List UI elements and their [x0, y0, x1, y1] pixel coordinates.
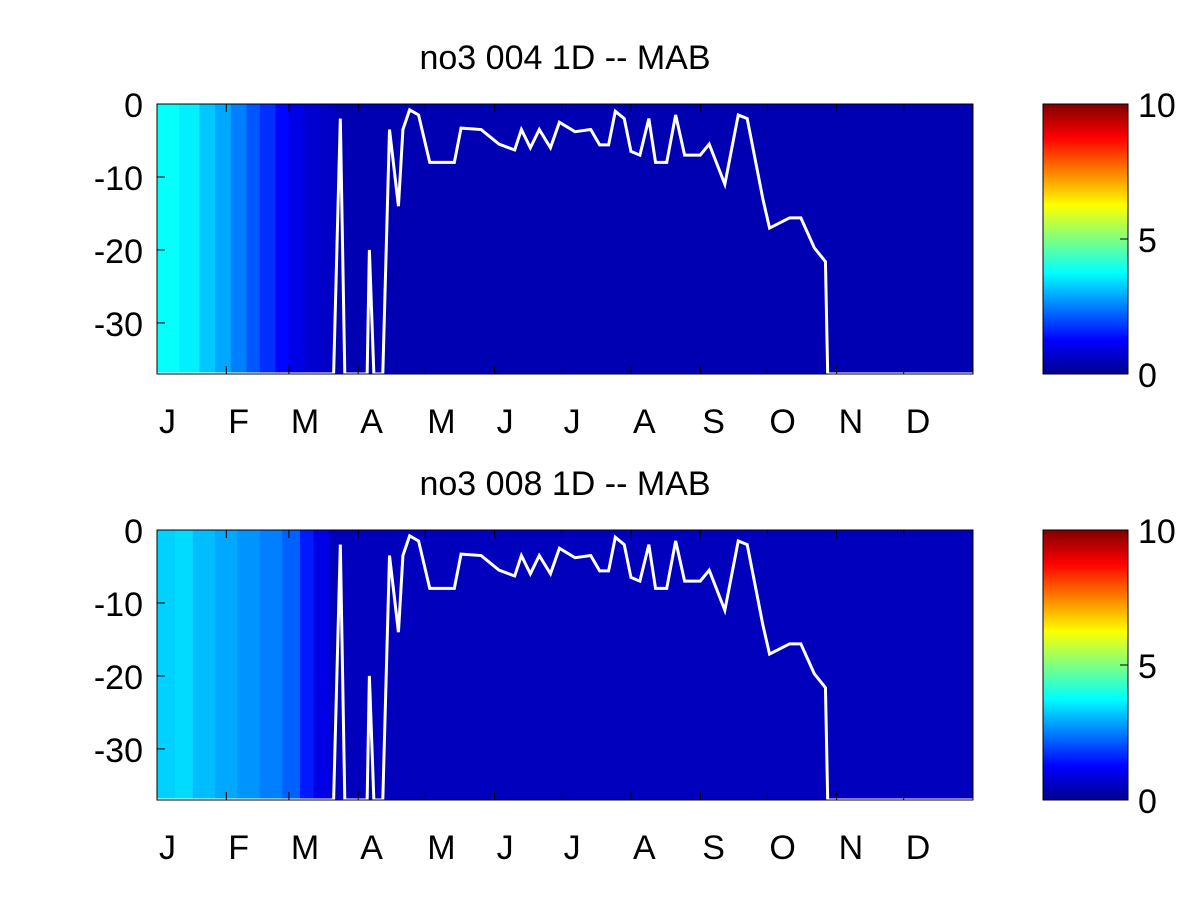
depth-line: [157, 107, 973, 376]
colorbar-tick-label: 0: [1138, 357, 1157, 395]
heatmap-cell: [320, 104, 337, 374]
axes-frame: [156, 529, 974, 801]
x-tick-label: J: [497, 403, 514, 441]
y-tick-label: 0: [124, 87, 143, 125]
depth-line: [157, 533, 973, 802]
heatmap-cell: [246, 104, 261, 374]
heatmap-cell: [230, 104, 247, 374]
heatmap-cell: [300, 530, 314, 800]
y-tick-label: -10: [94, 160, 143, 198]
colorbar-tick-label: 5: [1138, 648, 1157, 686]
x-tick-label: S: [702, 403, 725, 441]
x-tick-label: O: [769, 403, 795, 441]
x-tick-label: F: [228, 403, 249, 441]
x-tick-label: S: [702, 829, 725, 867]
heatmap-cell: [288, 104, 306, 374]
x-tick-label: A: [360, 829, 383, 867]
x-tick-label: J: [159, 403, 176, 441]
chart-title: no3 008 1D -- MAB: [419, 465, 710, 503]
x-tick-label: O: [769, 829, 795, 867]
y-tick-label: 0: [124, 513, 143, 551]
heatmap-cell: [192, 530, 216, 800]
x-tick-label: A: [360, 403, 383, 441]
heatmap-cell: [215, 104, 232, 374]
heatmap-cell: [179, 104, 200, 374]
x-tick-label: M: [427, 829, 455, 867]
heatmap-cell: [157, 104, 180, 374]
y-tick-label: -30: [94, 732, 143, 770]
colorbar-tick-label: 10: [1138, 87, 1176, 125]
colorbar-tick-label: 5: [1138, 222, 1157, 260]
heatmap-cell: [304, 104, 321, 374]
x-tick-label: N: [839, 403, 864, 441]
colorbar: [1042, 103, 1129, 375]
x-tick-label: A: [633, 829, 656, 867]
heatmap-cell: [282, 530, 301, 800]
colorbar-tick-label: 10: [1138, 513, 1176, 551]
x-tick-label: M: [291, 829, 319, 867]
heatmap-cell: [259, 530, 283, 800]
heatmap-cell: [259, 104, 276, 374]
axes-frame: [156, 103, 974, 375]
heatmap-cell: [215, 530, 238, 800]
heatmap-cell: [329, 530, 974, 800]
heatmap-cell: [157, 530, 176, 800]
y-tick-label: -20: [94, 233, 143, 271]
x-tick-label: J: [497, 829, 514, 867]
x-tick-label: D: [906, 829, 931, 867]
chart-title: no3 004 1D -- MAB: [419, 39, 710, 77]
colorbar-tick-label: 0: [1138, 783, 1157, 821]
x-tick-label: J: [564, 829, 581, 867]
heatmap-cell: [237, 530, 261, 800]
x-tick-label: J: [564, 403, 581, 441]
y-tick-label: -30: [94, 306, 143, 344]
y-tick-label: -10: [94, 586, 143, 624]
x-tick-label: F: [228, 829, 249, 867]
y-tick-label: -20: [94, 659, 143, 697]
heatmap-cell: [199, 104, 216, 374]
x-tick-label: M: [427, 403, 455, 441]
x-tick-label: J: [159, 829, 176, 867]
heatmap-cell: [275, 104, 290, 374]
x-tick-label: M: [291, 403, 319, 441]
heatmap-cell: [174, 530, 194, 800]
x-tick-label: D: [906, 403, 931, 441]
colorbar: [1042, 529, 1129, 801]
heatmap-cell: [313, 530, 330, 800]
x-tick-label: N: [839, 829, 864, 867]
heatmap-cell: [335, 104, 974, 374]
x-tick-label: A: [633, 403, 656, 441]
